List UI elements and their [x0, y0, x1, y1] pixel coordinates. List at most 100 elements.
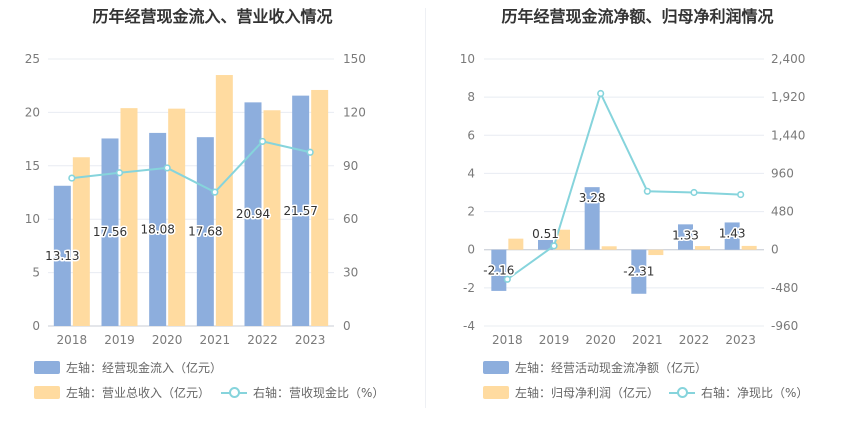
- data-label: 20.94: [236, 207, 270, 221]
- data-label-halo: 3.28: [579, 191, 606, 205]
- bar-series0: [292, 95, 310, 326]
- x-tick-label: 2019: [539, 333, 570, 347]
- bar-series1: [648, 249, 664, 256]
- legend-item-net-profit[interactable]: 左轴：归母净利润（亿元）: [483, 384, 659, 401]
- data-label: 1.43: [719, 226, 746, 240]
- line-point: [163, 164, 171, 172]
- bar-series0: [678, 224, 693, 250]
- bar-series0: [149, 132, 167, 326]
- line-point: [597, 89, 605, 98]
- bar-series1: [120, 108, 138, 327]
- y-tick-right: -960: [771, 319, 798, 333]
- data-label: 21.57: [283, 204, 317, 218]
- y-tick-right: 2,400: [771, 52, 805, 66]
- line-point: [737, 190, 745, 199]
- line-point: [258, 137, 267, 146]
- series-line-ratio: [71, 140, 311, 194]
- legend-label: 左轴：经营现金流入（亿元）: [66, 361, 223, 375]
- x-tick-label: 2020: [152, 333, 183, 347]
- data-label: 13.13: [45, 249, 79, 263]
- x-tick-label: 2019: [104, 333, 135, 347]
- y-tick-right: 0: [343, 319, 351, 333]
- y-tick-left: 5: [32, 266, 40, 280]
- y-tick-left: 20: [25, 105, 40, 119]
- x-tick-label: 2023: [725, 333, 756, 347]
- line-point: [643, 187, 651, 195]
- legend-swatch: [483, 386, 509, 399]
- y-tick-right: 30: [343, 266, 358, 280]
- legend-item-cash-ratio[interactable]: 右轴：营收现金比（%）: [221, 384, 384, 401]
- bar-series0: [631, 249, 647, 294]
- bar-series1: [215, 75, 233, 327]
- legend-label: 右轴：净现比（%）: [701, 386, 809, 400]
- panel-divider: [425, 8, 426, 408]
- x-tick-label: 2020: [585, 333, 616, 347]
- chart-title: 历年经营现金流净额、归母净利润情况: [501, 7, 774, 26]
- data-label-halo: 17.68: [188, 225, 222, 239]
- data-label-halo: 17.56: [93, 225, 127, 239]
- y-tick-right: 1,920: [771, 90, 805, 104]
- legend-item-net-cash[interactable]: 左轴：经营活动现金流净额（亿元）: [483, 359, 707, 376]
- y-tick-right: -480: [771, 281, 798, 295]
- bar-series1: [168, 108, 186, 326]
- y-tick-right: 0: [771, 243, 779, 257]
- data-label-halo: 21.57: [283, 204, 317, 218]
- legend-item-cash-inflow[interactable]: 左轴：经营现金流入（亿元）: [34, 359, 222, 376]
- y-tick-left: -2: [463, 281, 475, 295]
- line-point: [550, 242, 558, 250]
- y-tick-left: 10: [460, 52, 475, 66]
- x-tick-label: 2022: [679, 333, 710, 347]
- data-label: 1.33: [672, 228, 699, 242]
- chart-title: 历年经营现金流入、营业收入情况: [92, 7, 333, 26]
- y-tick-left: 2: [467, 205, 475, 219]
- data-label: 3.28: [579, 191, 606, 205]
- legend: 左轴：经营活动现金流净额（亿元） 左轴：归母净利润（亿元） 右轴：净现比（%）: [425, 0, 850, 437]
- bar-series0: [244, 102, 262, 326]
- y-tick-left: 15: [25, 159, 40, 173]
- bar-series1: [311, 89, 329, 326]
- y-tick-left: 25: [25, 52, 40, 66]
- y-tick-left: 0: [467, 243, 475, 257]
- legend-label: 左轴：营业总收入（亿元）: [66, 386, 211, 400]
- line-point: [503, 275, 511, 283]
- data-label: -2.16: [483, 263, 514, 277]
- y-tick-left: 10: [25, 212, 40, 226]
- legend-label: 左轴：经营活动现金流净额（亿元）: [515, 361, 708, 375]
- data-label-halo: -2.16: [483, 263, 514, 277]
- legend-swatch: [34, 386, 60, 399]
- bar-series0: [724, 222, 740, 250]
- y-tick-left: -4: [463, 319, 475, 333]
- legend-item-net-cash-ratio[interactable]: 右轴：净现比（%）: [669, 384, 808, 401]
- legend-label: 右轴：营收现金比（%）: [253, 386, 385, 400]
- y-tick-right: 150: [343, 52, 366, 66]
- legend-swatch: [483, 361, 509, 374]
- bar-series0: [584, 187, 600, 250]
- bar-series1: [263, 110, 281, 326]
- x-tick-label: 2018: [492, 333, 523, 347]
- data-label-halo: 0.51: [532, 227, 559, 241]
- data-label-halo: 13.13: [45, 249, 79, 263]
- bar-series0: [101, 138, 119, 326]
- x-tick-label: 2023: [295, 333, 326, 347]
- x-tick-label: 2018: [57, 333, 88, 347]
- x-tick-label: 2022: [247, 333, 278, 347]
- y-tick-left: 4: [467, 166, 475, 180]
- legend-item-revenue[interactable]: 左轴：营业总收入（亿元）: [34, 384, 210, 401]
- bar-series1: [695, 246, 710, 250]
- y-tick-left: 8: [467, 90, 475, 104]
- y-tick-left: 6: [467, 128, 475, 142]
- data-label-halo: 1.43: [719, 226, 746, 240]
- chart-panel-net-cash: 历年经营现金流净额、归母净利润情况 -4 -2 0 2 4 6 8 10 -960 -480 0 48…: [425, 0, 850, 437]
- data-label: -2.31: [623, 265, 654, 279]
- bar-series0: [538, 239, 553, 250]
- y-tick-right: 60: [343, 212, 358, 226]
- chart-net-cash-profit: -4 -2 0 2 4 6 8 10 -960 -480 0 480 960 1,440 1,920 2,40…: [460, 52, 806, 347]
- x-tick-label: 2021: [200, 333, 231, 347]
- data-label: 17.68: [188, 225, 222, 239]
- line-point: [68, 174, 76, 182]
- legend-line-swatch: [221, 386, 247, 399]
- data-label: 18.08: [140, 222, 174, 236]
- chart-cash-inflow-revenue: 0 5 10 15 20 25 0 30 60 90 120 150 2018 2019 2020 2021 2…: [25, 52, 366, 347]
- bar-series0: [53, 185, 71, 326]
- y-tick-right: 480: [771, 205, 794, 219]
